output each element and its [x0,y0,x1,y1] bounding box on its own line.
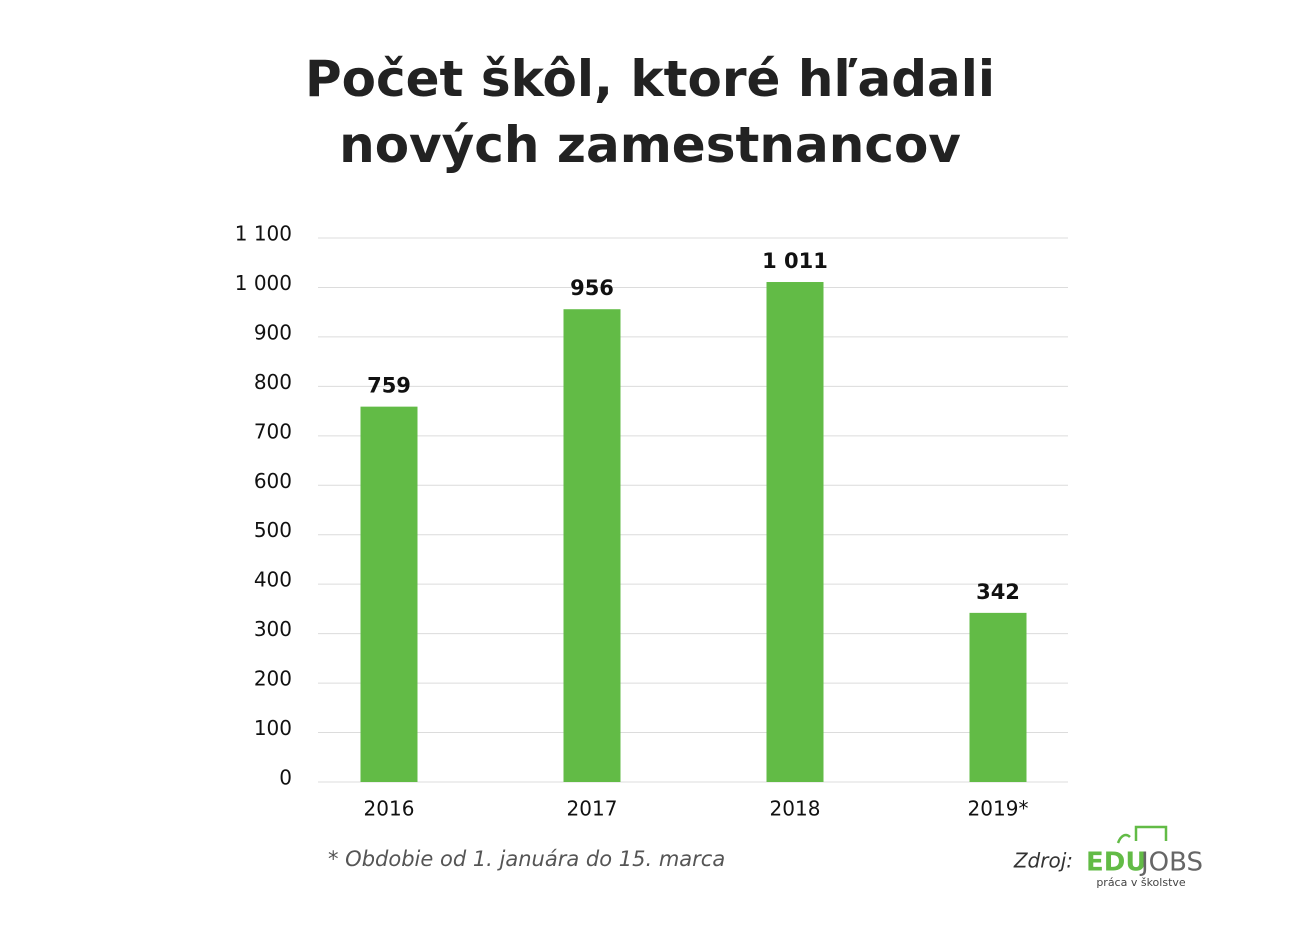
x-tick-label: 2016 [364,797,415,821]
y-tick-label: 1 100 [235,222,292,246]
y-tick-label: 100 [254,716,292,740]
y-tick-label: 900 [254,320,292,344]
logo-icon [1116,825,1168,844]
y-tick-label: 400 [254,568,292,592]
bar [360,406,418,782]
chart-title: Počet škôl, ktoré hľadali nových zamestn… [304,50,995,174]
y-tick-label: 500 [254,518,292,542]
y-tick-label: 700 [254,419,292,443]
footnote: * Obdobie od 1. januára do 15. marca [328,847,725,871]
source-label: Zdroj: [1013,849,1073,873]
value-label: 956 [570,276,614,300]
y-tick-label: 0 [279,766,292,790]
y-tick-label: 600 [254,469,292,493]
y-tick-label: 200 [254,667,292,691]
bar [766,282,824,782]
bar [969,612,1027,782]
value-label: 1 011 [762,249,828,273]
x-tick-label: 2018 [770,797,821,821]
y-tick-label: 800 [254,370,292,394]
bar [563,309,621,782]
y-tick-label: 1 000 [235,271,292,295]
logo-edu: EDU [1086,848,1146,878]
logo-tagline: práca v školstve [1096,876,1186,889]
x-tick-label: 2017 [567,797,618,821]
value-label: 759 [367,374,411,398]
value-label: 342 [976,580,1020,604]
y-tick-label: 300 [254,617,292,641]
x-tick-label: 2019* [968,797,1029,821]
logo-jobs: JOBS [1139,848,1203,878]
